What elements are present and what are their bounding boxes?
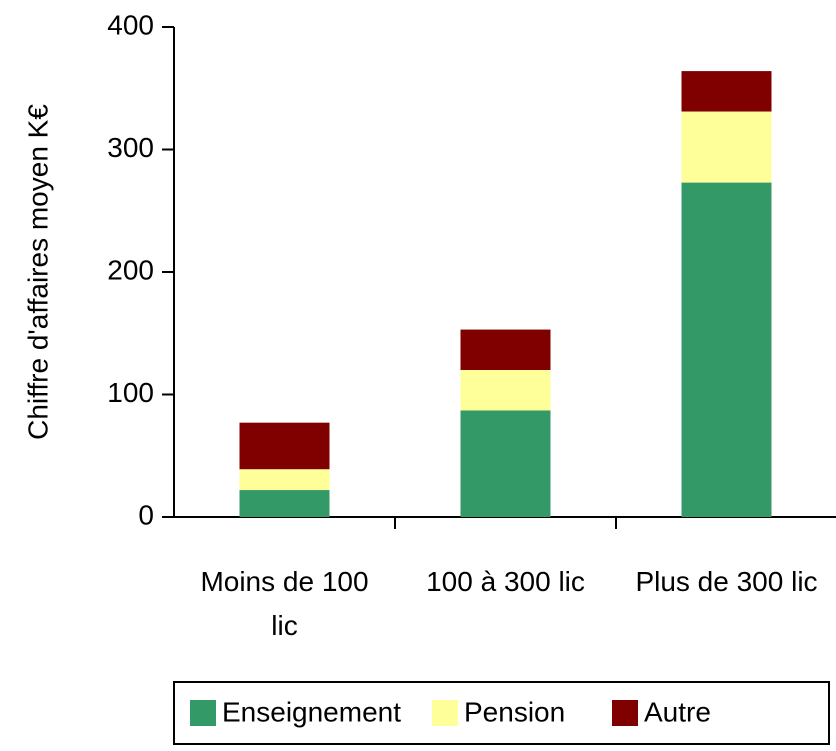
legend-label: Pension (464, 696, 565, 727)
bar-segment (460, 329, 551, 370)
x-tick-label: Plus de 300 lic (635, 566, 818, 597)
bar-segment (239, 469, 330, 491)
y-tick-label: 100 (107, 377, 154, 408)
bar-segment (681, 111, 772, 183)
legend-box (173, 681, 830, 745)
legend-swatch (612, 700, 638, 726)
legend-swatch (190, 700, 216, 726)
bar-segment (239, 422, 330, 470)
bar-segment (681, 182, 772, 517)
bar-segment (681, 71, 772, 112)
bar-segment (460, 410, 551, 517)
x-tick-label: Moins de 100 lic (200, 566, 369, 641)
y-tick-label: 300 (107, 132, 154, 163)
y-tick-label: 200 (107, 254, 154, 285)
legend-swatch (432, 700, 458, 726)
y-tick-label: 400 (107, 9, 154, 40)
y-axis-label: Chiffre d'affaires moyen K€ (22, 104, 53, 440)
legend-label: Enseignement (222, 696, 401, 727)
x-tick-label: 100 à 300 lic (426, 566, 585, 597)
y-tick-label: 0 (138, 499, 154, 530)
bar-segment (239, 490, 330, 517)
bar-segment (460, 370, 551, 411)
legend-label: Autre (644, 696, 711, 727)
